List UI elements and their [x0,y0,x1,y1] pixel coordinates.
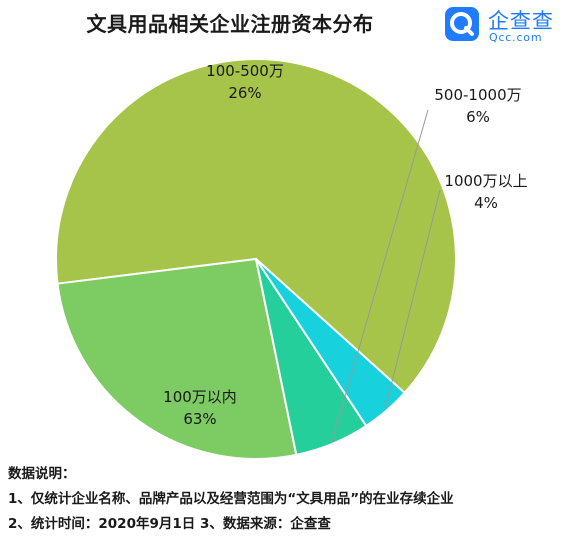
slice-category-label: 100万以内 [163,388,237,406]
slice-category-label: 100-500万 [206,62,284,80]
logo-text: 企查查 [488,9,554,33]
notes-heading: 数据说明： [8,466,76,482]
slice-percent-label: 63% [183,410,216,428]
pie-slices [55,58,457,460]
chart-title: 文具用品相关企业注册资本分布 [86,12,374,36]
slice-percent-label: 4% [474,194,498,212]
logo-domain: Qcc.com [489,31,543,44]
pie-slice [56,257,298,460]
slice-percent-label: 6% [466,108,490,126]
leader-line [331,109,429,443]
slice-category-label: 1000万以上 [444,172,527,190]
pie-slice [255,258,407,428]
slice-labels: 100万以内 63% 100-500万 26% 500-1000万 6% 1000万以上 4% [163,62,527,428]
pie-slice [55,58,457,395]
qcc-logo: 企查查 Qcc.com [444,6,574,46]
leader-line [384,189,441,410]
leader-lines [331,109,441,443]
notes-line-2: 2、统计时间：2020年9月1日 3、数据来源：企查查 [8,516,331,532]
slice-percent-label: 26% [228,84,261,102]
notes-line-1: 1、仅统计企业名称、品牌产品以及经营范围为“文具用品”的在业存续企业 [8,491,454,507]
qcc-logo-icon [445,7,479,41]
pie-chart: 100万以内 63% 100-500万 26% 500-1000万 6% 1000万以上 4% [55,58,528,460]
slice-category-label: 500-1000万 [434,86,521,104]
data-notes: 数据说明： 1、仅统计企业名称、品牌产品以及经营范围为“文具用品”的在业存续企业… [8,462,454,537]
